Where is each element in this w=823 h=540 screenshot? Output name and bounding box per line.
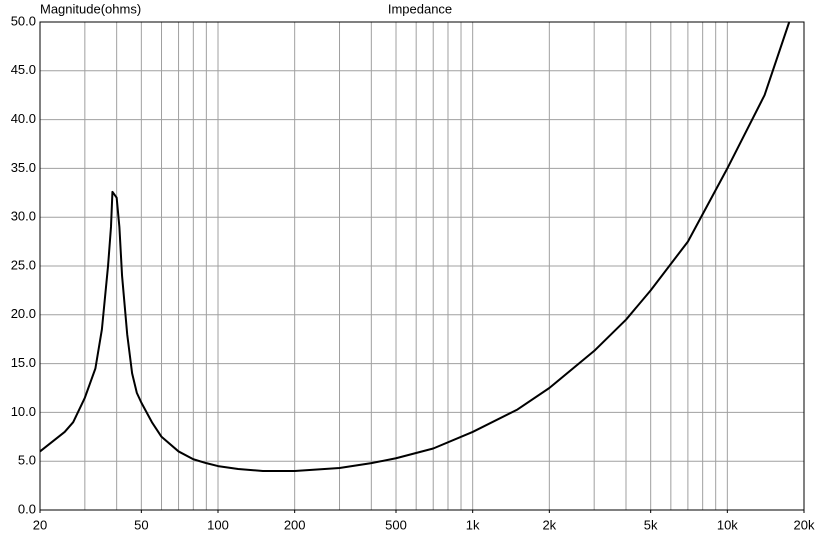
y-tick-label: 30.0 xyxy=(11,209,36,224)
x-tick-label: 200 xyxy=(284,517,306,532)
x-tick-label: 20 xyxy=(33,517,47,532)
y-tick-label: 40.0 xyxy=(11,111,36,126)
y-tick-label: 45.0 xyxy=(11,62,36,77)
x-tick-label: 1k xyxy=(466,517,480,532)
y-tick-label: 25.0 xyxy=(11,257,36,272)
y-tick-label: 35.0 xyxy=(11,160,36,175)
x-tick-label: 50 xyxy=(134,517,148,532)
y-tick-label: 15.0 xyxy=(11,355,36,370)
x-tick-label: 2k xyxy=(542,517,556,532)
y-axis-label: Magnitude(ohms) xyxy=(40,1,141,16)
x-tick-label: 20k xyxy=(794,517,815,532)
y-tick-label: 10.0 xyxy=(11,404,36,419)
x-tick-label: 500 xyxy=(385,517,407,532)
x-tick-label: 100 xyxy=(207,517,229,532)
plot-frame xyxy=(39,21,805,511)
y-tick-label: 5.0 xyxy=(18,453,36,468)
y-tick-label: 50.0 xyxy=(11,13,36,28)
impedance-curve xyxy=(39,21,791,472)
y-tick-label: 20.0 xyxy=(11,306,36,321)
x-tick-label: 5k xyxy=(644,517,658,532)
y-tick-label: 0.0 xyxy=(18,501,36,516)
x-tick-label: 10k xyxy=(717,517,738,532)
chart-title: Impedance xyxy=(388,1,452,16)
